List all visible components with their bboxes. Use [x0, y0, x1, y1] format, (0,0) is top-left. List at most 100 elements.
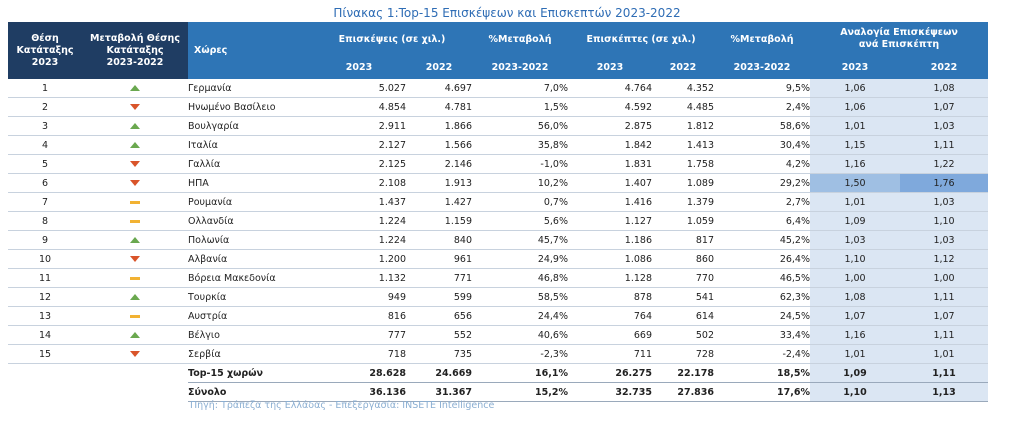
visits-2022-cell: 1.427: [406, 192, 472, 212]
visits-pct-cell: -2,3%: [472, 344, 568, 364]
table-row: 11 Βόρεια Μακεδονία 1.132 771 46,8% 1.128 770 4…: [8, 268, 989, 288]
visits-pct-cell: 24,4%: [472, 306, 568, 326]
total-visits-pct: 15,2%: [472, 382, 568, 402]
country-cell: ΗΠΑ: [188, 173, 312, 193]
totals-row: Σύνολο 36.136 31.367 15,2% 32.735 27.836 17,6%…: [8, 382, 989, 402]
arrow-up-icon: [130, 85, 140, 91]
ratio-2023-cell: 1,07: [810, 306, 901, 326]
visits-2023-cell: 4.854: [312, 97, 406, 117]
header-visits-2022: 2022: [406, 56, 472, 79]
total-ratio-2023: 1,09: [810, 363, 901, 383]
visits-pct-cell: 0,7%: [472, 192, 568, 212]
ratio-2023-cell: 1,03: [810, 230, 901, 250]
ratio-2022-cell: 1,11: [900, 325, 989, 345]
trend-cell: [82, 211, 188, 231]
rank-cell: 15: [8, 344, 82, 364]
visits-2022-cell: 735: [406, 344, 472, 364]
visitors-2022-cell: 860: [652, 249, 715, 269]
visits-pct-cell: 45,7%: [472, 230, 568, 250]
rank-cell: 2: [8, 97, 82, 117]
arrow-down-icon: [130, 351, 140, 357]
trend-cell: [82, 306, 188, 326]
blank-cell: [8, 383, 82, 402]
visitors-2022-cell: 4.485: [652, 97, 715, 117]
no-change-icon: [130, 200, 140, 204]
visits-2023-cell: 1.200: [312, 249, 406, 269]
table-row: 2 Ηνωμένο Βασίλειο 4.854 4.781 1,5% 4.592 4.48…: [8, 97, 989, 117]
visitors-2022-cell: 1.413: [652, 135, 715, 155]
country-cell: Πολωνία: [188, 230, 312, 250]
visitors-2022-cell: 541: [652, 287, 715, 307]
visitors-pct-cell: 6,4%: [714, 211, 811, 231]
table-row: 1 Γερμανία 5.027 4.697 7,0% 4.764 4.352 9,5% 1,0…: [8, 79, 989, 98]
country-cell: Ιταλία: [188, 135, 312, 155]
table-row: 4 Ιταλία 2.127 1.566 35,8% 1.842 1.413 30,4% 1,1…: [8, 135, 989, 155]
ratio-2022-cell: 1,11: [900, 287, 989, 307]
header-ratio-2022: 2022: [900, 56, 989, 79]
visits-2022-cell: 4.781: [406, 97, 472, 117]
total-visits-2023: 28.628: [312, 363, 406, 383]
visitors-pct-cell: 30,4%: [714, 135, 811, 155]
ratio-2023-cell: 1,16: [810, 325, 901, 345]
country-cell: Αλβανία: [188, 249, 312, 269]
ratio-2023-cell: 1,06: [810, 79, 901, 98]
arrow-up-icon: [130, 237, 140, 243]
ratio-2023-cell: 1,50: [810, 173, 901, 193]
ratio-2022-cell: 1,10: [900, 211, 989, 231]
blank-cell: [8, 364, 82, 383]
arrow-up-icon: [130, 123, 140, 129]
rank-cell: 6: [8, 173, 82, 193]
ratio-2022-cell: 1,03: [900, 116, 989, 136]
visits-2023-cell: 2.108: [312, 173, 406, 193]
trend-cell: [82, 249, 188, 269]
country-cell: Βόρεια Μακεδονία: [188, 268, 312, 288]
header-visitors: Επισκέπτες (σε χιλ.): [568, 22, 715, 56]
visitors-2023-cell: 1.831: [568, 154, 652, 174]
rank-cell: 5: [8, 154, 82, 174]
trend-cell: [82, 287, 188, 307]
totals-label: Top-15 χωρών: [188, 363, 312, 383]
visitors-2022-cell: 1.758: [652, 154, 715, 174]
table-row: 6 ΗΠΑ 2.108 1.913 10,2% 1.407 1.089 29,2% 1,50 1,…: [8, 173, 989, 193]
visits-2022-cell: 1.913: [406, 173, 472, 193]
visits-pct-cell: 35,8%: [472, 135, 568, 155]
total-visits-2022: 31.367: [406, 382, 472, 402]
ratio-2022-cell: 1,76: [900, 173, 989, 193]
visitors-pct-cell: 29,2%: [714, 173, 811, 193]
visitors-pct-cell: 24,5%: [714, 306, 811, 326]
total-visits-2022: 24.669: [406, 363, 472, 383]
visitors-2023-cell: 1.127: [568, 211, 652, 231]
visitors-2023-cell: 1.407: [568, 173, 652, 193]
country-cell: Σερβία: [188, 344, 312, 364]
ratio-2022-cell: 1,03: [900, 230, 989, 250]
source-note: Πηγή: Τράπεζα της Ελλάδας - Επεξεργασία:…: [190, 400, 495, 411]
country-cell: Γαλλία: [188, 154, 312, 174]
visitors-pct-cell: 2,4%: [714, 97, 811, 117]
table-row: 7 Ρουμανία 1.437 1.427 0,7% 1.416 1.379 2,7% 1,0…: [8, 192, 989, 212]
visitors-pct-cell: -2,4%: [714, 344, 811, 364]
header-country: Χώρες: [188, 22, 312, 79]
table-row: 12 Τουρκία 949 599 58,5% 878 541 62,3% 1,08 1,11: [8, 287, 989, 307]
trend-cell: [82, 344, 188, 364]
ratio-2022-cell: 1,12: [900, 249, 989, 269]
total-visitors-pct: 18,5%: [714, 363, 811, 383]
arrow-up-icon: [130, 332, 140, 338]
visits-2022-cell: 771: [406, 268, 472, 288]
header-rank-change: Μεταβολή Θέσης Κατάταξης 2023-2022: [82, 22, 188, 79]
visitors-pct-cell: 2,7%: [714, 192, 811, 212]
ratio-2023-cell: 1,00: [810, 268, 901, 288]
header-visitors-2022: 2022: [652, 56, 715, 79]
visitors-2022-cell: 817: [652, 230, 715, 250]
visitors-2022-cell: 4.352: [652, 79, 715, 98]
total-visits-pct: 16,1%: [472, 363, 568, 383]
table-row: 15 Σερβία 718 735 -2,3% 711 728 -2,4% 1,01 1,01: [8, 344, 989, 364]
trend-cell: [82, 79, 188, 98]
visitors-2023-cell: 711: [568, 344, 652, 364]
country-cell: Τουρκία: [188, 287, 312, 307]
visits-2022-cell: 1.866: [406, 116, 472, 136]
visits-2022-cell: 599: [406, 287, 472, 307]
visitors-pct-cell: 45,2%: [714, 230, 811, 250]
header-visits-period: 2023-2022: [472, 56, 568, 79]
trend-cell: [82, 97, 188, 117]
ratio-2023-cell: 1,08: [810, 287, 901, 307]
